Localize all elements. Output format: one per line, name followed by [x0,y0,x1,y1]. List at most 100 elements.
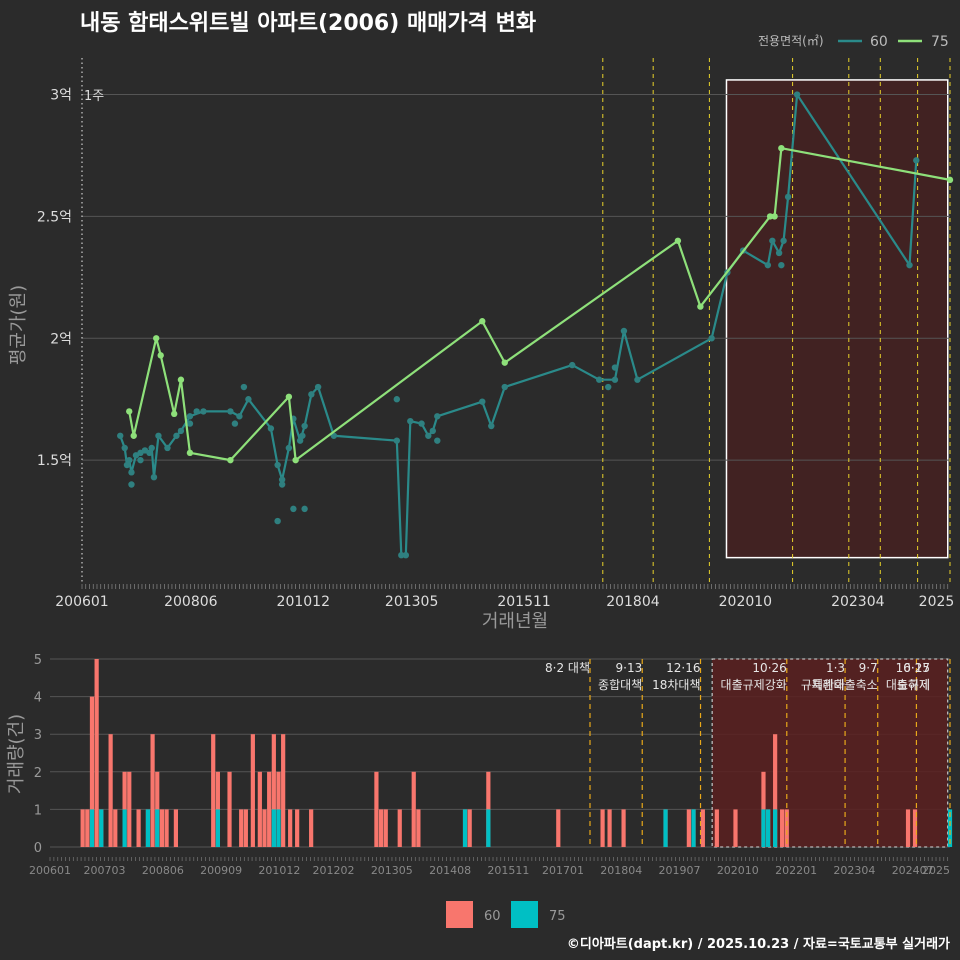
policy-labels: 8·2 대책 9·13 종합대책 12·16 18차대책 10·26 대출규제강화 1·3 규제… [545,660,930,692]
data-point-60 [290,505,297,513]
data-point-60 [267,425,275,432]
legend-label-75: 75 [931,34,949,50]
data-point-60 [784,193,792,201]
volume-x-tick-label: 201408 [429,864,471,877]
data-point-60 [193,408,200,415]
data-point-60 [117,432,124,439]
bar-60 [600,809,605,847]
data-point-60 [200,408,207,415]
data-point-75 [153,335,160,342]
volume-y-tick-label: 0 [34,841,42,856]
data-point-60 [231,420,239,427]
bar-60 [136,809,141,847]
data-point-60 [913,157,920,164]
bar-60 [271,734,276,847]
y-tick-label: 1.5억 [37,453,72,469]
volume-x-tick-label: 200703 [84,864,126,877]
bar-60 [784,809,789,847]
data-point-75 [126,408,133,415]
bar-60 [250,734,255,847]
x-tick-label: 202010 [719,594,772,610]
data-point-60 [906,261,913,269]
bar-60 [127,771,132,847]
policy-label: 6·27 [903,661,930,675]
policy-label: 8·2 대책 [545,660,590,675]
bar-60 [288,809,293,847]
volume-y-axis-title: 거래량(건) [6,714,27,794]
data-point-60 [301,422,308,430]
bar-60 [378,809,384,847]
x-tick-label: 2025 [919,594,955,610]
data-point-60 [764,261,772,269]
data-point-75 [227,456,234,464]
legend-title: 전용면적(㎡) [758,34,824,48]
volume-y-tick-label: 5 [34,653,42,668]
bar-60 [239,809,244,847]
bar-60 [295,809,300,847]
data-point-60 [296,437,304,444]
data-point-60 [278,481,286,488]
data-point-60 [596,376,603,383]
data-point-60 [604,383,612,391]
volume-policy-lines [589,659,951,847]
highlight-box [725,79,949,559]
data-point-60 [769,237,776,244]
data-point-60 [240,383,248,391]
data-point-75 [479,318,486,325]
volume-legend-swatch-75 [511,901,538,928]
bar-60 [257,771,262,847]
bar-75 [691,809,696,847]
bar-60 [267,771,272,847]
y-tick-label: 2.5억 [37,209,72,225]
data-point-60 [236,413,243,420]
data-point-60 [479,398,486,405]
data-point-60 [418,420,425,427]
bar-60 [621,809,626,847]
data-point-60 [488,422,495,430]
x-axis-title: 거래년월 [482,611,548,632]
volume-x-tick-label: 201202 [313,864,355,877]
bar-60 [374,771,379,847]
data-point-60 [398,551,405,559]
volume-x-tick-label: 202407 [892,864,934,877]
data-point-60 [126,456,133,464]
bar-60 [243,809,248,847]
data-point-60 [793,91,801,98]
data-point-60 [155,432,162,439]
volume-y-tick-label: 3 [34,728,42,743]
data-point-60 [708,335,715,342]
bar-60 [556,809,561,847]
policy-label: 토허제 [897,678,930,692]
policy-label: 대출규제 [886,678,930,692]
policy-label: 1·3 [826,661,845,675]
bar-75 [761,809,766,847]
bar-60 [733,809,738,847]
data-point-60 [402,551,410,559]
y-axis-ticks: 1.5억 2억 2.5억 3억 [37,88,72,470]
bar-60 [780,809,785,847]
x-tick-label: 200806 [164,594,218,610]
bar-75 [122,809,127,847]
bar-75 [486,809,491,847]
annotation-label: 1주 [84,89,104,104]
data-point-60 [611,364,619,371]
data-point-75 [177,376,185,383]
policy-label: 12·16 [666,661,700,675]
bar-60 [686,809,691,847]
policy-label: 18차대책 [652,677,700,692]
data-point-60 [778,261,785,269]
bar-60 [912,809,918,847]
bar-60 [164,809,169,847]
data-point-60 [611,376,619,383]
volume-y-tick-label: 4 [34,691,42,706]
data-point-60 [301,505,308,513]
data-point-75 [170,410,178,418]
data-point-60 [620,327,628,335]
data-point-60 [780,237,787,244]
bar-60 [94,659,99,847]
data-point-60 [285,444,293,452]
data-point-60 [274,461,281,469]
data-point-75 [157,352,164,359]
bar-75 [89,809,95,847]
x-tick-label: 200601 [55,594,108,610]
